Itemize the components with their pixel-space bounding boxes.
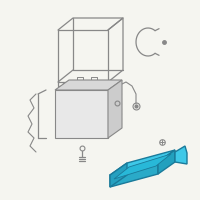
- Polygon shape: [175, 146, 187, 164]
- Polygon shape: [110, 162, 158, 187]
- Polygon shape: [55, 80, 122, 90]
- Polygon shape: [110, 150, 175, 175]
- Polygon shape: [158, 150, 175, 174]
- Polygon shape: [55, 90, 108, 138]
- Polygon shape: [108, 80, 122, 138]
- Polygon shape: [114, 154, 171, 179]
- Polygon shape: [110, 163, 127, 187]
